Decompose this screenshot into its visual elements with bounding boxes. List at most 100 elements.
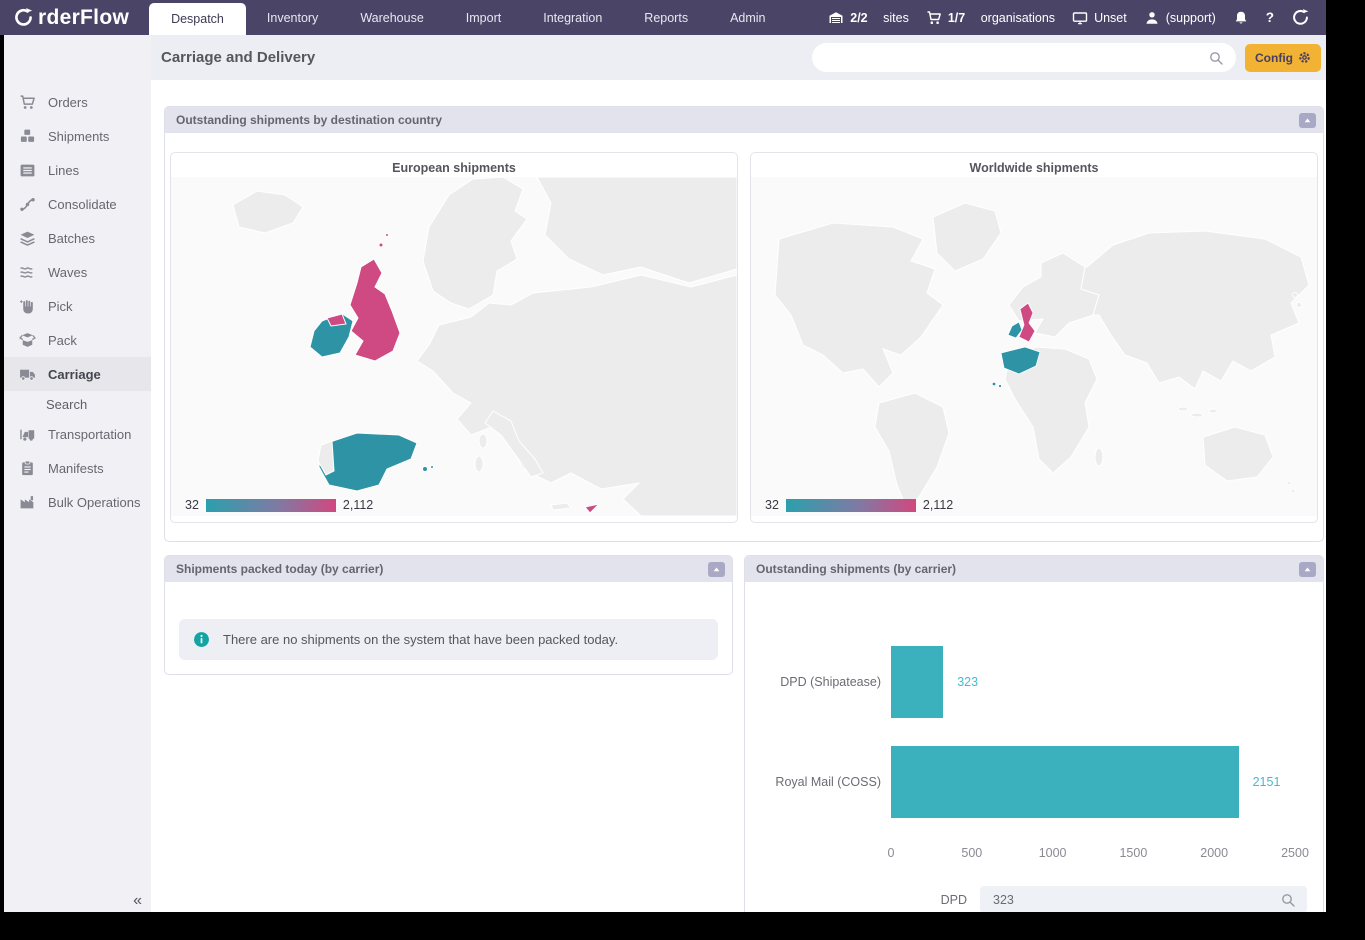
- hand-icon: [19, 298, 36, 315]
- region-uk-isles: [378, 242, 384, 248]
- sidebar-item-waves[interactable]: Waves: [4, 255, 151, 289]
- status-count: 2/2: [850, 10, 868, 25]
- bar-royal-mail-coss[interactable]: [891, 746, 1239, 818]
- region-northern-ireland[interactable]: [326, 313, 347, 327]
- europe-map-title: European shipments: [392, 161, 516, 175]
- panel-collapse-icon[interactable]: [1299, 561, 1316, 577]
- top-nav: rderFlow Despatch Inventory Warehouse Impor…: [0, 0, 1326, 35]
- panel-collapse-icon[interactable]: [1299, 112, 1316, 128]
- panel-collapse-icon[interactable]: [708, 561, 725, 577]
- tab-integration[interactable]: Integration: [543, 10, 603, 25]
- sidebar-item-label: Orders: [48, 94, 88, 110]
- status-unset[interactable]: Unset: [1072, 10, 1127, 26]
- maps-body: European shipments: [165, 133, 1323, 541]
- bar-category-label: DPD (Shipatease): [780, 675, 881, 689]
- europe-map-legend: 32 2,112: [185, 498, 373, 512]
- bar-category-label: Royal Mail (COSS): [775, 775, 881, 789]
- sidebar-collapse-toggle[interactable]: «: [133, 892, 142, 909]
- tab-reports[interactable]: Reports: [644, 10, 689, 25]
- legend-max: 2,112: [342, 498, 374, 512]
- config-button[interactable]: Config: [1245, 43, 1321, 72]
- world-map-card: Worldwide shipments: [750, 152, 1318, 523]
- sidebar-item-bulk-operations[interactable]: Bulk Operations: [4, 485, 151, 519]
- config-button-label: Config: [1255, 50, 1293, 65]
- sidebar-item-label: Pack: [48, 332, 77, 348]
- status-support[interactable]: (support): [1144, 10, 1216, 26]
- main-area: Carriage and Delivery Config: [151, 35, 1326, 912]
- refresh-icon[interactable]: [1291, 8, 1310, 27]
- carrier-filter-label: DPD: [940, 892, 967, 907]
- sidebar-item-label: Shipments: [48, 128, 110, 144]
- sidebar-item-shipments[interactable]: Shipments: [4, 119, 151, 153]
- sidebar-item-label: Pick: [48, 298, 73, 314]
- sidebar: Orders Shipments Lines Consolidate Batches Wa…: [0, 35, 151, 912]
- legend-min: 32: [185, 498, 199, 512]
- search-icon[interactable]: [1280, 892, 1296, 908]
- app-logo[interactable]: rderFlow: [0, 0, 149, 35]
- carrier-filter-input[interactable]: [991, 891, 1280, 908]
- region-uk[interactable]: [349, 258, 401, 362]
- sidebar-subitem-search[interactable]: Search: [4, 391, 151, 417]
- sidebar-item-lines[interactable]: Lines: [4, 153, 151, 187]
- sidebar-item-manifests[interactable]: Manifests: [4, 451, 151, 485]
- page-search-input[interactable]: [824, 49, 1208, 66]
- panel-destinations: Outstanding shipments by destination cou…: [164, 106, 1324, 542]
- panel-outstanding-title: Outstanding shipments (by carrier): [756, 562, 957, 576]
- region-spain[interactable]: [1000, 346, 1041, 375]
- page-header: Carriage and Delivery Config: [151, 35, 1326, 80]
- tab-despatch[interactable]: Despatch: [149, 3, 246, 35]
- panel-destinations-header: Outstanding shipments by destination cou…: [165, 107, 1323, 133]
- boxes-icon: [19, 128, 36, 145]
- sidebar-item-label: Carriage: [48, 366, 101, 382]
- status-label: (support): [1165, 10, 1216, 25]
- sidebar-item-label: Transportation: [48, 426, 132, 442]
- transport-icon: [19, 426, 36, 443]
- user-icon: [1144, 10, 1160, 26]
- region-uk-isles: [385, 233, 389, 237]
- layers-icon: [19, 230, 36, 247]
- sidebar-item-label: Lines: [48, 162, 80, 178]
- tab-admin[interactable]: Admin: [730, 10, 766, 25]
- status-label: Unset: [1094, 10, 1127, 25]
- clipboard-icon: [19, 460, 36, 477]
- sidebar-item-carriage[interactable]: Carriage: [4, 357, 151, 391]
- page-title: Carriage and Delivery: [161, 49, 316, 66]
- sidebar-item-label: Waves: [48, 264, 88, 280]
- carrier-bar-chart: DPD (Shipatease) 323 Royal Mail (COSS) 2151…: [745, 582, 1323, 912]
- region-cyprus: [584, 503, 601, 514]
- status-organisations[interactable]: 1/7 organisations: [926, 10, 1055, 26]
- panel-destinations-title: Outstanding shipments by destination cou…: [176, 113, 443, 127]
- nav-tabs: Despatch Inventory Warehouse Import Integrat…: [149, 0, 786, 35]
- help-icon[interactable]: ?: [1265, 10, 1274, 25]
- bar-dpd-shipatease[interactable]: [891, 646, 944, 718]
- carrier-filter-row: DPD: [745, 886, 1323, 912]
- region-balearics: [430, 465, 434, 469]
- region-ireland[interactable]: [1007, 321, 1023, 339]
- bar-value-label: 323: [957, 675, 979, 689]
- sidebar-item-orders[interactable]: Orders: [4, 85, 151, 119]
- orderflow-logo-icon: [13, 7, 34, 28]
- tab-warehouse[interactable]: Warehouse: [360, 10, 424, 25]
- cart-icon: [926, 10, 942, 26]
- tab-inventory[interactable]: Inventory: [266, 10, 319, 25]
- sidebar-item-label: Batches: [48, 230, 95, 246]
- sidebar-item-transportation[interactable]: Transportation: [4, 417, 151, 451]
- region-spain[interactable]: [318, 432, 418, 492]
- region-uk[interactable]: [1018, 302, 1036, 343]
- legend-min: 32: [765, 498, 779, 512]
- sidebar-item-pick[interactable]: Pick: [4, 289, 151, 323]
- carrier-filter-field: [980, 886, 1307, 912]
- x-axis-tick: 500: [961, 846, 983, 860]
- sidebar-item-batches[interactable]: Batches: [4, 221, 151, 255]
- tab-import[interactable]: Import: [465, 10, 502, 25]
- region-balearics: [422, 466, 428, 472]
- truck-icon: [19, 366, 36, 383]
- sidebar-item-label: Manifests: [48, 460, 104, 476]
- sidebar-item-consolidate[interactable]: Consolidate: [4, 187, 151, 221]
- legend-gradient-bar: [785, 498, 916, 512]
- monitor-icon: [1072, 10, 1088, 26]
- search-icon[interactable]: [1208, 50, 1224, 66]
- bell-icon[interactable]: [1233, 10, 1249, 26]
- status-sites[interactable]: 2/2 sites: [828, 10, 909, 26]
- sidebar-item-pack[interactable]: Pack: [4, 323, 151, 357]
